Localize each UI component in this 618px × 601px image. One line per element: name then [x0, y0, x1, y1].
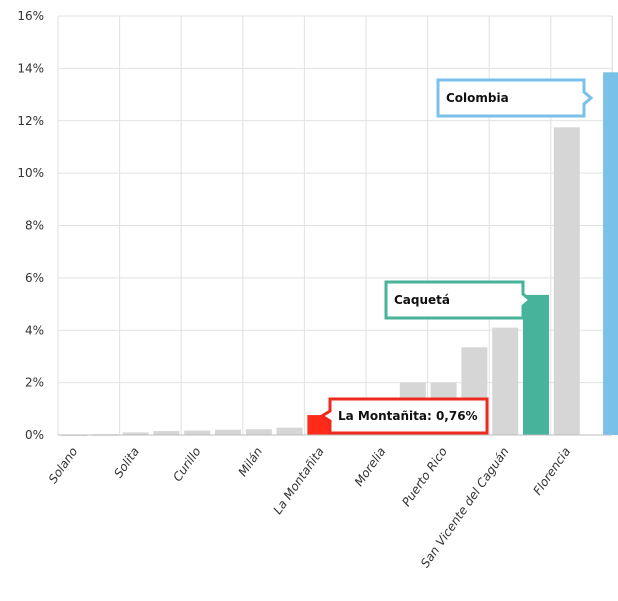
- bar: [153, 431, 180, 435]
- y-tick-label: 6%: [25, 271, 44, 285]
- highlight-bar: [523, 294, 549, 435]
- callout-label: Colombia: [446, 91, 509, 105]
- bar: [215, 429, 241, 435]
- highlight-bar: [603, 72, 618, 435]
- x-tick-label: Milán: [235, 445, 265, 479]
- bar: [553, 127, 580, 435]
- x-tick-label: Puerto Rico: [399, 445, 450, 509]
- callout-box: [319, 397, 489, 435]
- callout-label: La Montañita: 0,76%: [338, 409, 478, 423]
- callout-label: Caquetá: [394, 293, 450, 307]
- y-tick-label: 8%: [25, 219, 44, 233]
- x-tick-label: Florencia: [530, 445, 573, 498]
- y-tick-label: 4%: [25, 323, 44, 337]
- y-tick-label: 0%: [25, 428, 44, 442]
- bar: [184, 430, 211, 435]
- y-tick-label: 2%: [25, 376, 44, 390]
- x-tick-label: Curillo: [170, 445, 203, 484]
- bar: [276, 427, 303, 435]
- x-tick-label: Solita: [111, 445, 142, 481]
- y-tick-label: 16%: [17, 9, 44, 23]
- callout-box: [384, 280, 533, 320]
- bar: [245, 429, 272, 435]
- x-tick-label: La Montañita: [271, 445, 327, 517]
- y-tick-label: 12%: [17, 114, 44, 128]
- y-tick-label: 14%: [17, 61, 44, 75]
- bar: [492, 327, 519, 435]
- x-tick-label: Solano: [46, 445, 81, 486]
- bar: [122, 432, 149, 435]
- y-tick-label: 10%: [17, 166, 44, 180]
- callout-box: [436, 78, 594, 118]
- x-tick-label: Morelia: [352, 445, 389, 489]
